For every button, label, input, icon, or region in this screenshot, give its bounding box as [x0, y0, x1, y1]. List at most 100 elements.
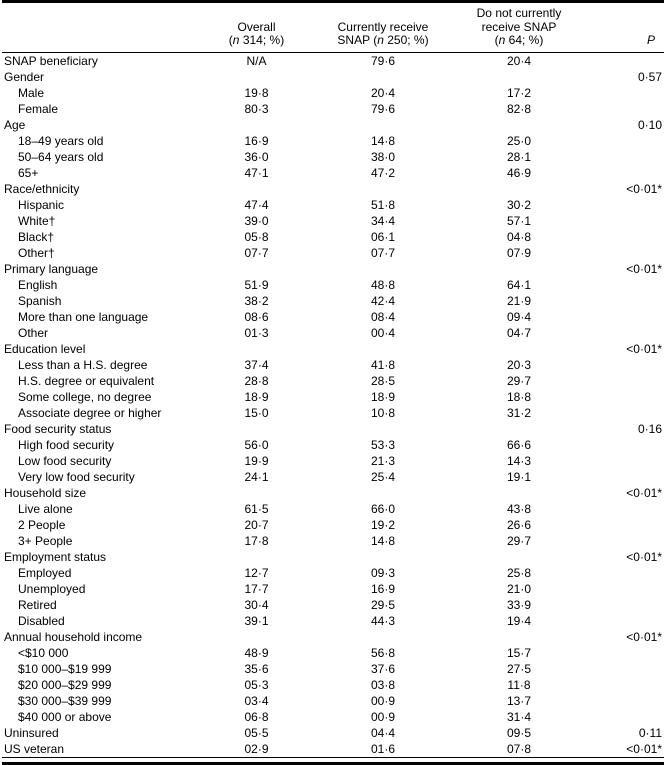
cell-currently-receive-snap: 20·4: [370, 85, 396, 100]
row-label: Hispanic: [18, 197, 65, 212]
row-label: Spanish: [18, 293, 62, 308]
cell-currently-receive-snap: 44·3: [370, 613, 396, 628]
cell-overall: 17·7: [244, 581, 269, 596]
cell-overall: 01·3: [244, 325, 269, 340]
cell-not-receive-snap: 66·6: [506, 437, 532, 452]
cell-p-value: <0·01*: [626, 549, 662, 564]
cell-overall: 05·3: [244, 677, 269, 692]
table-row-category: Education level <0·01*: [2, 341, 664, 357]
row-label: $10 000–$19 999: [18, 661, 112, 676]
cell-not-receive-snap: 07·8: [506, 741, 532, 756]
cell-p-value: [585, 517, 664, 533]
cell-not-receive-snap: 20·4: [506, 53, 532, 68]
cell-currently-receive-snap: 47·2: [370, 165, 396, 180]
cell-overall: 48·9: [244, 645, 269, 660]
cell-not-receive-snap: [453, 549, 585, 565]
table-row-sub: Retired 30·4 29·5 33·9: [2, 597, 664, 613]
table-row-sub: Male 19·8 20·4 17·2: [2, 85, 664, 101]
cell-not-receive-snap: 09·4: [506, 309, 532, 324]
row-label: Primary language: [4, 261, 99, 276]
col-header-snap-line2: SNAP (n 250; %): [337, 33, 429, 47]
cell-not-receive-snap: 19·4: [506, 613, 532, 628]
table-header-row: Overall (n 314; %) Currently receive SNA…: [2, 1, 664, 53]
cell-p-value: [585, 149, 664, 165]
cell-overall: 19·8: [244, 85, 269, 100]
cell-currently-receive-snap: [313, 261, 453, 277]
table-header: Overall (n 314; %) Currently receive SNA…: [2, 1, 664, 53]
cell-p-value: [585, 245, 664, 261]
row-label: 2 People: [18, 517, 66, 532]
col-header-no-snap-line3: (n 64; %): [494, 33, 544, 47]
row-label: Live alone: [18, 501, 73, 516]
cell-not-receive-snap: 04·8: [506, 229, 532, 244]
row-label: Race/ethnicity: [4, 181, 80, 196]
row-label: 18–49 years old: [18, 133, 104, 148]
cell-p-value: [585, 565, 664, 581]
cell-p-value: <0·01*: [626, 741, 662, 756]
row-label: Gender: [4, 69, 45, 84]
cell-not-receive-snap: 14·3: [506, 453, 532, 468]
cell-p-value: <0·01*: [626, 181, 662, 196]
cell-overall: 05·5: [244, 725, 269, 740]
cell-overall: 38·2: [244, 293, 269, 308]
cell-currently-receive-snap: 04·4: [370, 725, 396, 740]
cell-currently-receive-snap: [313, 549, 453, 565]
cell-currently-receive-snap: 53·3: [370, 437, 396, 452]
cell-not-receive-snap: [453, 485, 585, 501]
row-label: Age: [4, 117, 26, 132]
cell-p-value: [585, 293, 664, 309]
table-row-category: Age 0·10: [2, 117, 664, 133]
table-row-sub: 2 People 20·7 19·2 26·6: [2, 517, 664, 533]
col-header-empty: [2, 1, 200, 53]
cell-not-receive-snap: 43·8: [506, 501, 532, 516]
cell-currently-receive-snap: 08·4: [370, 309, 396, 324]
cell-not-receive-snap: [453, 341, 585, 357]
col-header-currently-receive-snap: Currently receive SNAP (n 250; %): [313, 1, 453, 53]
cell-currently-receive-snap: 41·8: [370, 357, 396, 372]
row-label: Disabled: [18, 613, 65, 628]
cell-p-value: [585, 645, 664, 661]
cell-overall: 05·8: [244, 229, 269, 244]
cell-currently-receive-snap: [313, 485, 453, 501]
row-label: US veteran: [4, 741, 65, 756]
cell-currently-receive-snap: 18·9: [370, 389, 396, 404]
row-label: Employment status: [4, 549, 107, 564]
row-label: Food security status: [4, 421, 112, 436]
table-row-category: Race/ethnicity <0·01*: [2, 181, 664, 197]
cell-currently-receive-snap: 01·6: [370, 741, 396, 756]
cell-overall: 37·4: [244, 357, 269, 372]
row-label: Black†: [18, 229, 55, 244]
table-row-sub: 65+ 47·1 47·2 46·9: [2, 165, 664, 181]
row-label: Retired: [18, 597, 57, 612]
table-row-sub: Other† 07·7 07·7 07·9: [2, 245, 664, 261]
table-row-sub: $40 000 or above 06·8 00·9 31·4: [2, 709, 664, 725]
row-label: English: [18, 277, 58, 292]
cell-p-value: [585, 277, 664, 293]
cell-not-receive-snap: 29·7: [506, 533, 532, 548]
row-label: $30 000–$39 999: [18, 693, 112, 708]
row-label: SNAP beneficiary: [4, 53, 98, 68]
table-row-sub: White† 39·0 34·4 57·1: [2, 213, 664, 229]
row-label: Female: [18, 101, 59, 116]
row-label: <$10 000: [18, 645, 69, 660]
cell-overall: [200, 485, 313, 501]
cell-p-value: [585, 709, 664, 725]
cell-p-value: [585, 501, 664, 517]
cell-p-value: [585, 661, 664, 677]
cell-p-value: 0·57: [637, 69, 662, 84]
cell-currently-receive-snap: 48·8: [370, 277, 396, 292]
cell-currently-receive-snap: [313, 117, 453, 133]
table-row-category: Annual household income <0·01*: [2, 629, 664, 645]
row-label: 50–64 years old: [18, 149, 104, 164]
row-label: White†: [18, 213, 56, 228]
row-label: More than one language: [18, 309, 149, 324]
table-row-category: Household size <0·01*: [2, 485, 664, 501]
table-row-sub: <$10 000 48·9 56·8 15·7: [2, 645, 664, 661]
cell-p-value: [585, 597, 664, 613]
table-row-category: SNAP beneficiary N/A 79·6 20·4: [2, 52, 664, 69]
table-body: SNAP beneficiary N/A 79·6 20·4 Gender 0·57 Mal…: [2, 52, 664, 757]
table-row-sub: Low food security 19·9 21·3 14·3: [2, 453, 664, 469]
cell-overall: 35·6: [244, 661, 269, 676]
cell-not-receive-snap: 09·5: [506, 725, 532, 740]
